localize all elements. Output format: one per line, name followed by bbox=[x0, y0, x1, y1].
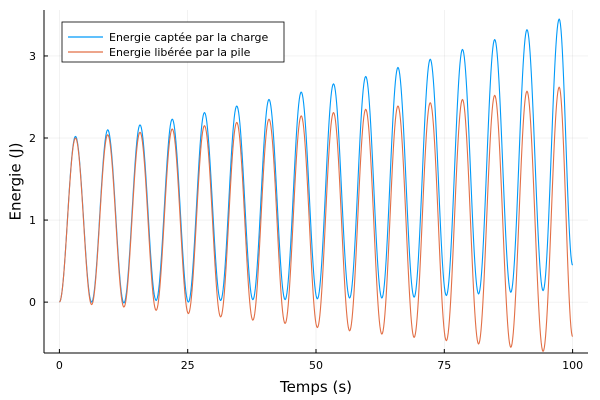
x-tick-label: 25 bbox=[181, 359, 195, 372]
x-axis-label: Temps (s) bbox=[279, 378, 352, 396]
x-tick-label: 50 bbox=[309, 359, 323, 372]
x-tick-label: 75 bbox=[437, 359, 451, 372]
y-axis-label: Energie (J) bbox=[7, 143, 25, 221]
y-tick-label: 3 bbox=[29, 50, 36, 63]
legend: Energie captée par la charge Energie lib… bbox=[61, 21, 285, 63]
axes bbox=[43, 10, 588, 354]
x-tick-label: 0 bbox=[56, 359, 63, 372]
y-tick-label: 2 bbox=[29, 132, 36, 145]
y-tick-label: 1 bbox=[29, 214, 36, 227]
series-line-charge bbox=[59, 18, 574, 304]
tick-labels: 0 25 50 75 100 0 1 2 3 bbox=[29, 50, 583, 372]
series-line-pile bbox=[59, 86, 574, 352]
x-tick-label: 100 bbox=[562, 359, 583, 372]
series-lines bbox=[59, 18, 574, 352]
legend-label-pile: Energie libérée par la pile bbox=[109, 46, 251, 59]
y-tick-label: 0 bbox=[29, 296, 36, 309]
legend-box bbox=[61, 21, 285, 63]
legend-label-charge: Energie captée par la charge bbox=[109, 31, 269, 44]
